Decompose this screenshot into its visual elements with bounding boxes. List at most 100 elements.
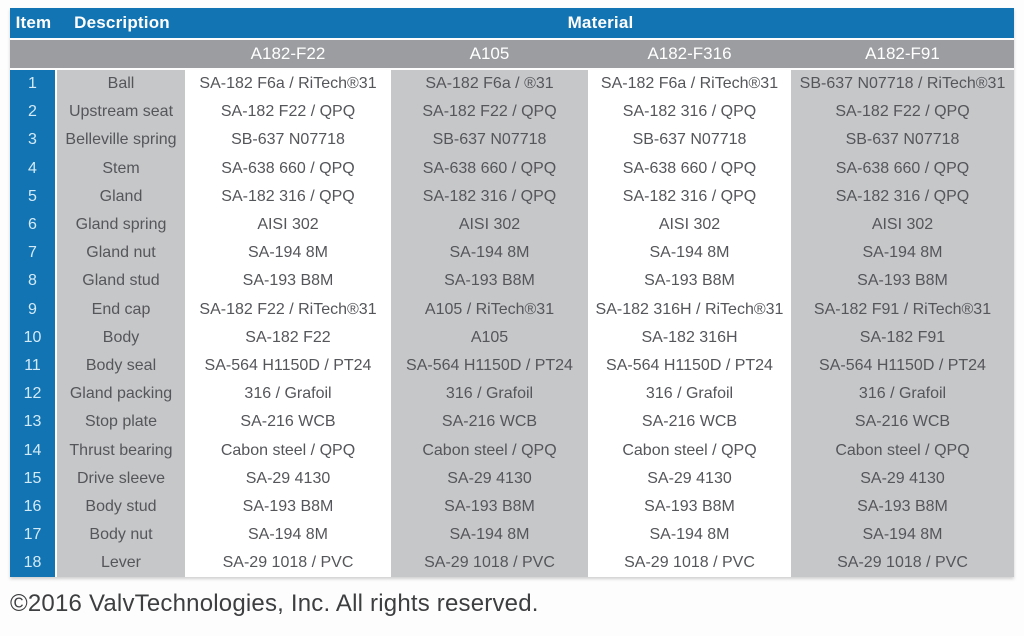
- material-value: SA-182 316 / QPQ: [590, 98, 789, 127]
- material-value: SA-182 F22 / RiTech®31: [187, 295, 389, 324]
- item-number: 3: [10, 126, 55, 155]
- material-value: SA-194 8M: [590, 239, 789, 268]
- material-value: Cabon steel / QPQ: [391, 436, 588, 465]
- material-value: 316 / Grafoil: [590, 380, 789, 409]
- material-value: SB-637 N07718 / RiTech®31: [791, 70, 1014, 99]
- material-value: AISI 302: [391, 210, 588, 240]
- material-value: SA-29 4130: [391, 464, 588, 493]
- material-value: SA-193 B8M: [187, 267, 389, 296]
- material-value: SA-193 B8M: [187, 492, 389, 521]
- material-value: SA-193 B8M: [391, 267, 588, 296]
- material-value: Cabon steel / QPQ: [590, 436, 789, 465]
- row-description: Gland spring: [57, 210, 185, 240]
- item-number: 10: [10, 323, 55, 352]
- item-number: 12: [10, 380, 55, 409]
- material-value: SA-182 316 / QPQ: [791, 182, 1014, 211]
- material-value: SA-193 B8M: [791, 492, 1014, 521]
- item-number: 5: [10, 182, 55, 211]
- material-value: SA-193 B8M: [791, 267, 1014, 296]
- material-value: SA-194 8M: [391, 239, 588, 268]
- material-value: 316 / Grafoil: [187, 380, 389, 409]
- item-number: 7: [10, 239, 55, 268]
- material-value: SA-564 H1150D / PT24: [791, 351, 1014, 381]
- material-value: SA-182 F6a / RiTech®31: [187, 70, 389, 99]
- item-number: 9: [10, 295, 55, 324]
- material-value: SA-194 8M: [590, 521, 789, 550]
- item-number: 4: [10, 154, 55, 183]
- row-description: Lever: [57, 549, 185, 578]
- item-number: 8: [10, 267, 55, 296]
- item-number: 13: [10, 408, 55, 437]
- material-value: SA-638 660 / QPQ: [391, 154, 588, 183]
- material-grade-a182-f316: A182-F316: [647, 44, 732, 63]
- material-value: SA-29 4130: [791, 464, 1014, 493]
- column-header-description: Description: [74, 13, 170, 32]
- material-value: SA-194 8M: [187, 239, 389, 268]
- material-value: SA-194 8M: [791, 521, 1014, 550]
- row-description: Gland: [57, 182, 185, 211]
- material-value: SA-29 1018 / PVC: [791, 549, 1014, 578]
- row-description: Thrust bearing: [57, 436, 185, 465]
- item-number: 17: [10, 521, 55, 550]
- row-description: Gland nut: [57, 239, 185, 268]
- material-value: SA-193 B8M: [391, 492, 588, 521]
- row-description: Gland packing: [57, 380, 185, 409]
- row-description: Upstream seat: [57, 98, 185, 127]
- material-value: SA-182 316H / RiTech®31: [590, 295, 789, 324]
- material-grade-a182-f91: A182-F91: [865, 44, 940, 63]
- material-value: SA-182 F22 / QPQ: [391, 98, 588, 127]
- material-value: SA-564 H1150D / PT24: [391, 351, 588, 381]
- material-value: SA-182 F22: [187, 323, 389, 352]
- material-value: SA-182 316H: [590, 323, 789, 352]
- material-grade-a105: A105: [469, 44, 510, 63]
- column-header-material: Material: [567, 13, 634, 32]
- item-number: 18: [10, 549, 55, 578]
- row-description: Body: [57, 323, 185, 352]
- materials-table: Item Description Material A182-F22 A105 …: [10, 8, 1014, 578]
- item-number: 6: [10, 210, 55, 240]
- material-grade-a182-f22: A182-F22: [250, 44, 326, 63]
- subheader-spacer-item: [10, 40, 55, 68]
- row-description: End cap: [57, 295, 185, 324]
- material-value: SB-637 N07718: [391, 126, 588, 155]
- material-value: SA-638 660 / QPQ: [187, 154, 389, 183]
- row-description: Stop plate: [57, 408, 185, 437]
- row-description: Ball: [57, 70, 185, 99]
- material-value: SA-216 WCB: [391, 408, 588, 437]
- row-description: Body stud: [57, 492, 185, 521]
- material-value: SA-193 B8M: [590, 267, 789, 296]
- row-description: Body seal: [57, 351, 185, 381]
- material-value: SA-638 660 / QPQ: [791, 154, 1014, 183]
- material-value: SA-216 WCB: [187, 408, 389, 437]
- material-value: AISI 302: [590, 210, 789, 240]
- material-value: SB-637 N07718: [590, 126, 789, 155]
- material-value: A105: [391, 323, 588, 352]
- material-value: SA-182 316 / QPQ: [391, 182, 588, 211]
- material-value: SA-29 4130: [187, 464, 389, 493]
- material-value: SB-637 N07718: [187, 126, 389, 155]
- material-value: AISI 302: [791, 210, 1014, 240]
- material-value: SA-182 F22 / QPQ: [791, 98, 1014, 127]
- column-header-item: Item: [15, 13, 52, 32]
- row-description: Stem: [57, 154, 185, 183]
- row-description: Drive sleeve: [57, 464, 185, 493]
- copyright-notice: ©2016 ValvTechnologies, Inc. All rights …: [10, 590, 539, 617]
- item-number: 14: [10, 436, 55, 465]
- material-value: SA-182 F6a / RiTech®31: [590, 70, 789, 99]
- material-value: SA-29 1018 / PVC: [590, 549, 789, 578]
- table-body: 1 Ball SA-182 F6a / RiTech®31 SA-182 F6a / …: [10, 70, 1014, 578]
- material-value: SA-194 8M: [187, 521, 389, 550]
- item-number: 16: [10, 492, 55, 521]
- material-value: SA-182 F91: [791, 323, 1014, 352]
- material-value: SA-564 H1150D / PT24: [590, 351, 789, 381]
- table-subheader-row: A182-F22 A105 A182-F316 A182-F91: [10, 40, 1014, 68]
- material-value: 316 / Grafoil: [791, 380, 1014, 409]
- material-value: SB-637 N07718: [791, 126, 1014, 155]
- material-value: SA-216 WCB: [590, 408, 789, 437]
- material-value: SA-29 4130: [590, 464, 789, 493]
- material-value: Cabon steel / QPQ: [791, 436, 1014, 465]
- material-value: 316 / Grafoil: [391, 380, 588, 409]
- table-header-row: Item Description Material: [10, 8, 1014, 38]
- material-value: SA-564 H1150D / PT24: [187, 351, 389, 381]
